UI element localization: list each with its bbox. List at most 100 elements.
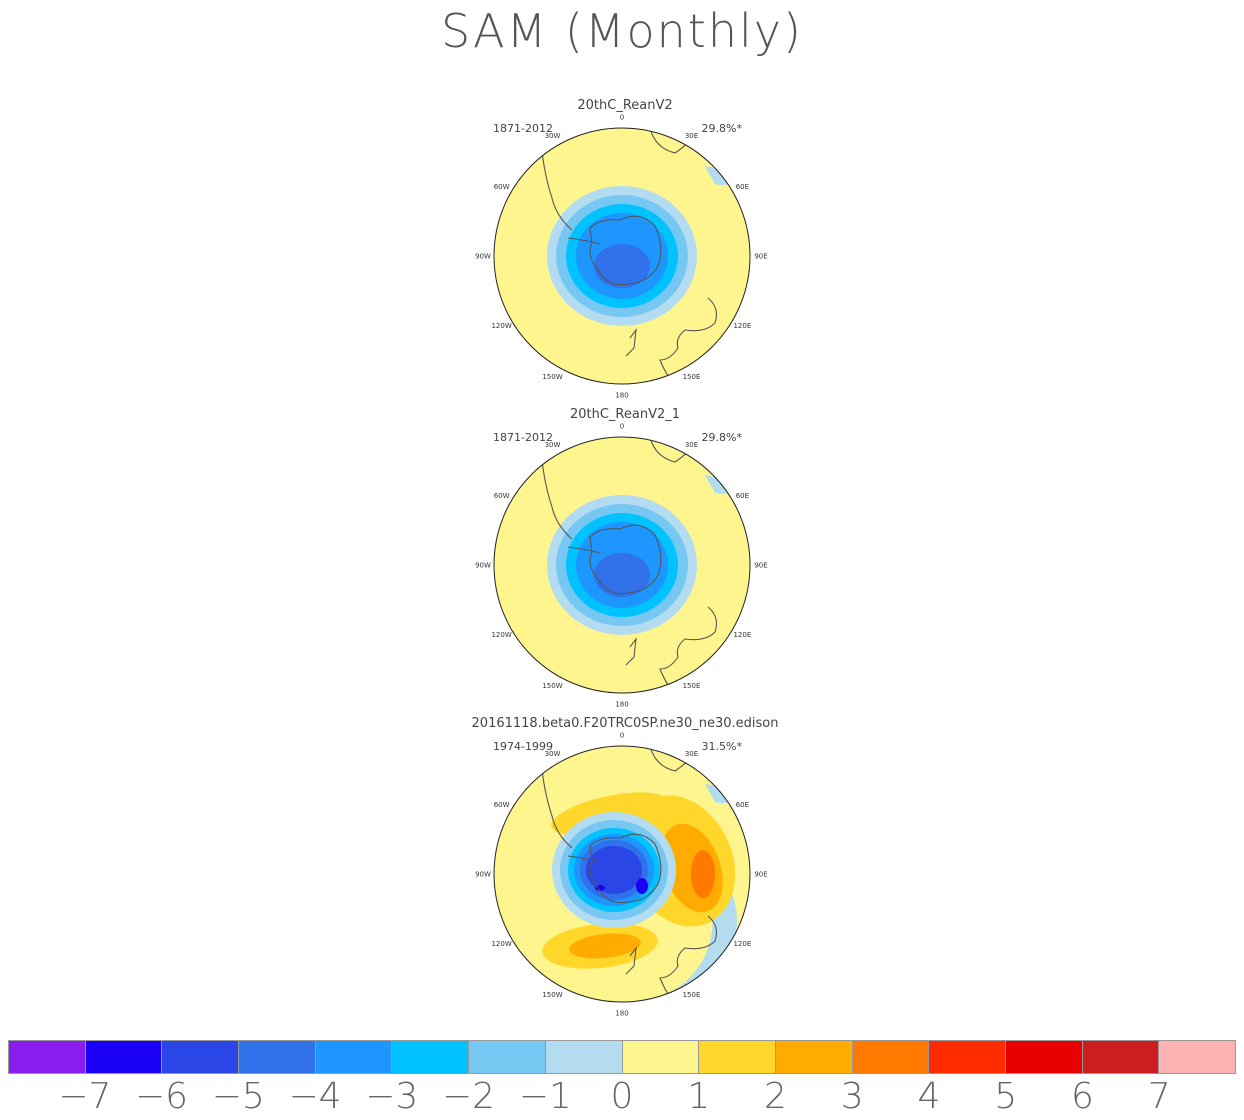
coastline: [625, 946, 637, 975]
colorbar-tick-label: 7: [1147, 1076, 1171, 1117]
panel-title: 20thC_ReanV2: [577, 98, 673, 113]
longitude-label: 180: [615, 392, 628, 399]
coastline: [567, 546, 601, 554]
contour-fill: [636, 878, 648, 894]
colorbar-tick-label: −5: [211, 1076, 265, 1117]
contour-fill: [594, 244, 650, 288]
coastline: [567, 855, 601, 863]
colorbar-tick-label: −6: [134, 1076, 189, 1117]
longitude-label: 30E: [685, 750, 698, 758]
longitude-label: 60W: [494, 492, 510, 500]
longitude-label: 30E: [685, 132, 698, 140]
longitude-label: 90W: [475, 871, 491, 879]
longitude-label: 60E: [736, 492, 749, 500]
longitude-label: 0: [620, 732, 624, 740]
polar-map: 0 30E 60E 90E 120E 150E 180 150W 120W 90W 60W 30W: [475, 423, 768, 708]
colorbar-tick-label: 4: [917, 1076, 941, 1117]
contour-field: [494, 437, 750, 693]
coastline: [567, 237, 601, 245]
longitude-label: 120W: [491, 322, 511, 330]
longitude-label: 120E: [733, 940, 751, 948]
colorbar-tick-label: −2: [441, 1076, 496, 1117]
longitude-label: 90W: [475, 562, 491, 570]
coastline: [625, 328, 637, 357]
colorbar-swatch: [852, 1040, 930, 1074]
colorbar-swatch: [8, 1040, 86, 1074]
panel-variance: 29.8%*: [701, 431, 742, 444]
colorbar-swatch: [1082, 1040, 1160, 1074]
longitude-label: 30W: [545, 750, 561, 758]
longitude-label: 150E: [683, 991, 701, 999]
longitude-label: 90E: [754, 253, 767, 261]
colorbar-swatch: [775, 1040, 853, 1074]
longitude-label: 120E: [733, 322, 751, 330]
longitude-label: 60E: [736, 183, 749, 191]
longitude-label: 30W: [545, 132, 561, 140]
colorbar-swatch: [545, 1040, 623, 1074]
colorbar-tick-label: −3: [365, 1076, 419, 1117]
longitude-label: 150E: [683, 373, 701, 381]
colorbar-swatch: [315, 1040, 393, 1074]
polar-map: 0 30E 60E 90E 120E 150E 180 150W 120W 90W 60W 30W: [475, 732, 768, 1017]
colorbar-swatch: [699, 1040, 776, 1074]
colorbar: [8, 1040, 1236, 1074]
panel-variance: 29.8%*: [701, 122, 742, 135]
contour-fill: [569, 933, 641, 959]
colorbar-tick-label: 6: [1071, 1076, 1094, 1117]
coastline: [659, 297, 717, 384]
coastline: [589, 524, 662, 595]
colorbar-swatch: [1005, 1040, 1083, 1074]
panel-period: 1974-1999: [493, 740, 553, 753]
panel-title: 20thC_ReanV2_1: [569, 407, 681, 422]
panel-variance: 31.5%*: [701, 740, 742, 753]
colorbar-tick-label: 1: [687, 1076, 711, 1117]
longitude-label: 0: [620, 114, 624, 122]
map-panel: 20161118.beta0.F20TRC0SP.ne30_ne30.ediso…: [460, 716, 790, 1016]
colorbar-tick-label: 2: [764, 1076, 787, 1117]
colorbar-tick-label: 3: [840, 1076, 864, 1117]
map-panel: 20thC_ReanV2 1871-2012 29.8%* 0 30E 60E 90E…: [460, 98, 790, 398]
map-border: [493, 436, 751, 694]
colorbar-tick-label: 5: [994, 1076, 1018, 1117]
contour-fill: [595, 885, 605, 891]
longitude-label: 60W: [494, 183, 510, 191]
colorbar-swatch: [162, 1040, 240, 1074]
contour-field: [494, 128, 750, 384]
colorbar-tick-label: −7: [58, 1076, 112, 1117]
colorbar-swatch: [622, 1040, 700, 1074]
contour-field: [494, 746, 750, 1002]
coastline: [589, 215, 662, 286]
colorbar-tick-label: −4: [288, 1076, 342, 1117]
colorbar-swatch: [85, 1040, 163, 1074]
longitude-label: 120E: [733, 631, 751, 639]
longitude-label: 150E: [683, 682, 701, 690]
panel-title: 20161118.beta0.F20TRC0SP.ne30_ne30.ediso…: [471, 716, 779, 731]
colorbar-tick-label: 0: [610, 1076, 634, 1117]
longitude-label: 180: [615, 701, 628, 708]
longitude-label: 30E: [685, 441, 698, 449]
polar-map: 0 30E 60E 90E 120E 150E 180 150W 120W 90W 60W 30W: [475, 114, 768, 399]
map-border: [493, 127, 751, 385]
colorbar-labels: −7 −6 −5 −4 −3 −2 −1 0 1 2 3 4 5 6 7: [8, 1076, 1236, 1117]
longitude-label: 150W: [542, 991, 562, 999]
colorbar-swatch: [929, 1040, 1006, 1074]
longitude-label: 90W: [475, 253, 491, 261]
longitude-label: 120W: [491, 631, 511, 639]
map-panel: 20thC_ReanV2_1 1871-2012 29.8%* 0 30E 60E 9…: [460, 407, 790, 707]
panel-period: 1871-2012: [493, 431, 553, 444]
page-title: SAM (Monthly): [441, 4, 803, 58]
longitude-label: 60W: [494, 801, 510, 809]
coastline: [659, 915, 717, 1002]
coastline: [589, 833, 662, 904]
map-border: [493, 745, 751, 1003]
panel-period: 1871-2012: [493, 122, 553, 135]
colorbar-swatch: [469, 1040, 546, 1074]
longitude-label: 150W: [542, 682, 562, 690]
longitude-label: 120W: [491, 940, 511, 948]
longitude-label: 180: [615, 1010, 628, 1017]
coastline: [625, 637, 637, 666]
coastline: [659, 606, 717, 693]
longitude-label: 150W: [542, 373, 562, 381]
longitude-label: 30W: [545, 441, 561, 449]
longitude-label: 90E: [754, 871, 767, 879]
